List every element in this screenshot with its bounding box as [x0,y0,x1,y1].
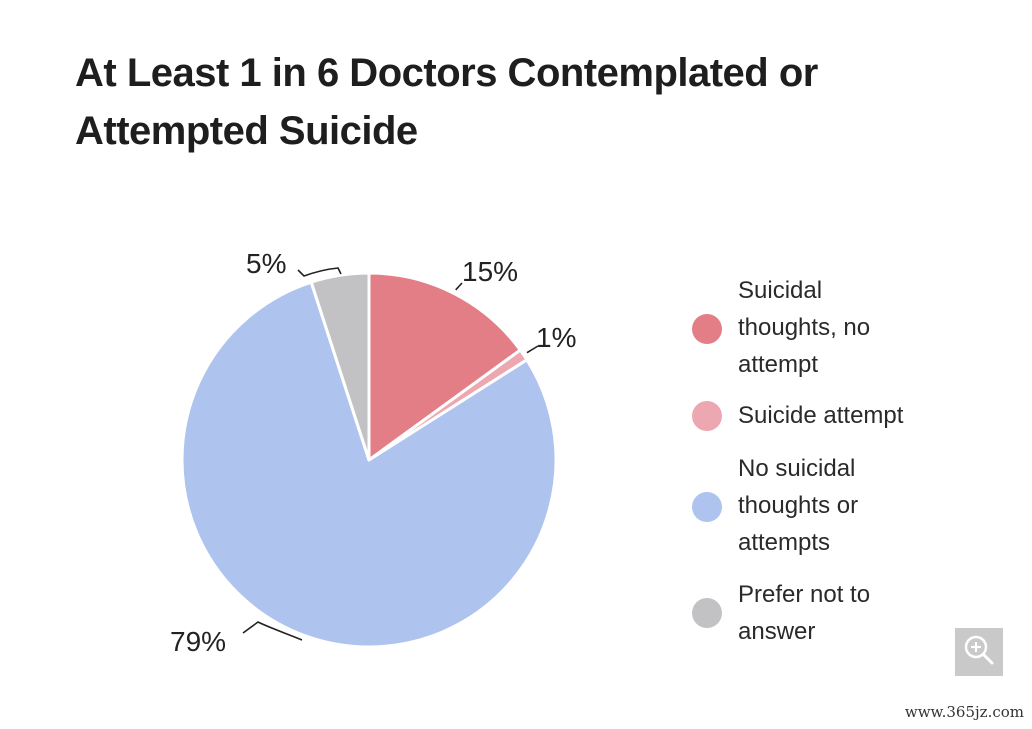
slice-no-suicidal-thoughts [180,280,558,649]
slice-labels: 15% 1% 79% 5% [170,248,576,657]
legend-item-suicide-attempt: Suicide attempt [692,397,968,434]
legend-label-no-suicidal-thoughts: No suicidal thoughts or attempts [738,455,859,556]
leader-line-1 [526,345,539,354]
leader-line-3 [297,267,342,277]
label-suicidal-thoughts-pct: 15% [462,256,518,287]
zoom-in-button[interactable] [955,628,1003,676]
slice-prefer-not-to-answer [309,271,371,462]
label-no-suicidal-thoughts-pct: 79% [170,626,226,657]
legend-label-suicidal-thoughts: Suicidal thoughts, no attempt [738,277,871,378]
legend-swatch-no-suicidal-thoughts [692,492,722,522]
watermark-text: www.365jz.com [904,703,1024,721]
legend-swatch-suicidal-thoughts [692,314,722,344]
legend-label-prefer-not-to-answer: Prefer not to answer [738,581,871,645]
leader-line-2 [242,621,303,641]
label-prefer-not-to-answer-pct: 5% [246,248,286,279]
legend-item-suicidal-thoughts: Suicidal thoughts, no attempt [692,272,968,383]
slice-suicidal-thoughts [367,271,522,462]
zoom-in-icon [962,633,996,672]
legend-item-no-suicidal-thoughts: No suicidal thoughts or attempts [692,450,968,561]
leader-lines [242,267,539,641]
legend-swatch-prefer-not-to-answer [692,598,722,628]
leader-line-0 [455,282,463,291]
legend-label-suicide-attempt: Suicide attempt [738,402,904,429]
pie-slices [180,271,558,649]
legend-item-prefer-not-to-answer: Prefer not to answer [692,576,968,650]
label-suicide-attempt-pct: 1% [536,322,576,353]
chart-title: At Least 1 in 6 Doctors Contemplated or … [75,51,818,153]
legend-swatch-suicide-attempt [692,401,722,431]
